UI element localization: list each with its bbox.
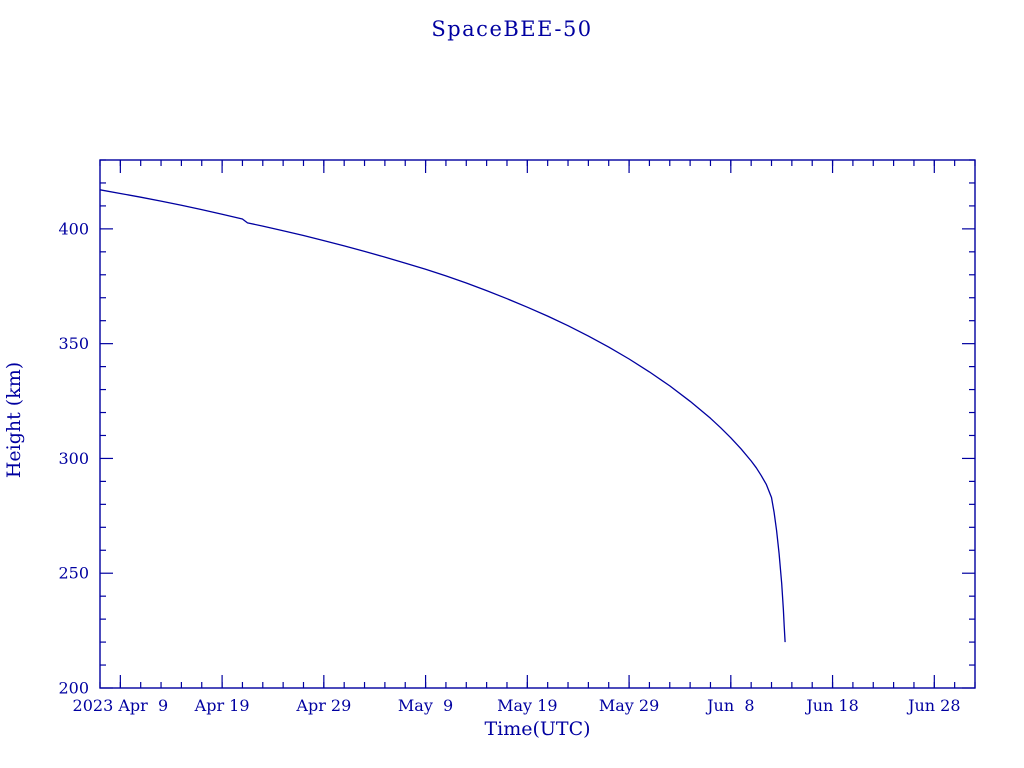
- svg-text:May 29: May 29: [599, 696, 659, 715]
- svg-text:Apr 19: Apr 19: [194, 696, 250, 715]
- svg-text:400: 400: [58, 219, 89, 238]
- svg-text:2023 Apr 9: 2023 Apr 9: [73, 696, 169, 715]
- x-tick-labels: 2023 Apr 9 Apr 19 Apr 29 May 9 May 19 May 29 J…: [73, 696, 961, 715]
- svg-text:250: 250: [58, 564, 89, 583]
- svg-text:Jun 28: Jun 28: [906, 696, 960, 715]
- svg-text:Apr 29: Apr 29: [295, 696, 351, 715]
- svg-text:350: 350: [58, 334, 89, 353]
- svg-text:May 19: May 19: [497, 696, 557, 715]
- svg-text:May 9: May 9: [398, 696, 453, 715]
- chart-title: SpaceBEE-50: [431, 17, 593, 41]
- plot-frame: [99, 159, 976, 689]
- svg-text:200: 200: [58, 679, 89, 698]
- x-axis-ticks: [99, 160, 976, 688]
- y-axis-title: Height (km): [3, 361, 25, 479]
- svg-text:300: 300: [58, 449, 89, 468]
- decay-curve: [99, 189, 786, 643]
- svg-text:Jun 18: Jun 18: [804, 696, 858, 715]
- y-tick-labels: 200 250 300 350 400: [58, 219, 89, 697]
- svg-text:Jun 8: Jun 8: [705, 696, 754, 715]
- y-axis-ticks: [100, 159, 975, 689]
- x-axis-title: Time(UTC): [484, 718, 591, 740]
